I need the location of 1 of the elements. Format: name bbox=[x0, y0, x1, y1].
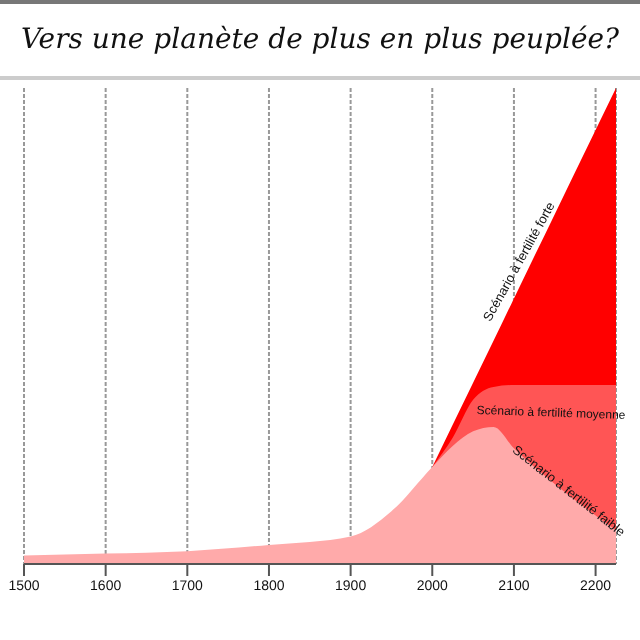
chart-title: Vers une planète de plus en plus peuplée? bbox=[0, 0, 640, 80]
